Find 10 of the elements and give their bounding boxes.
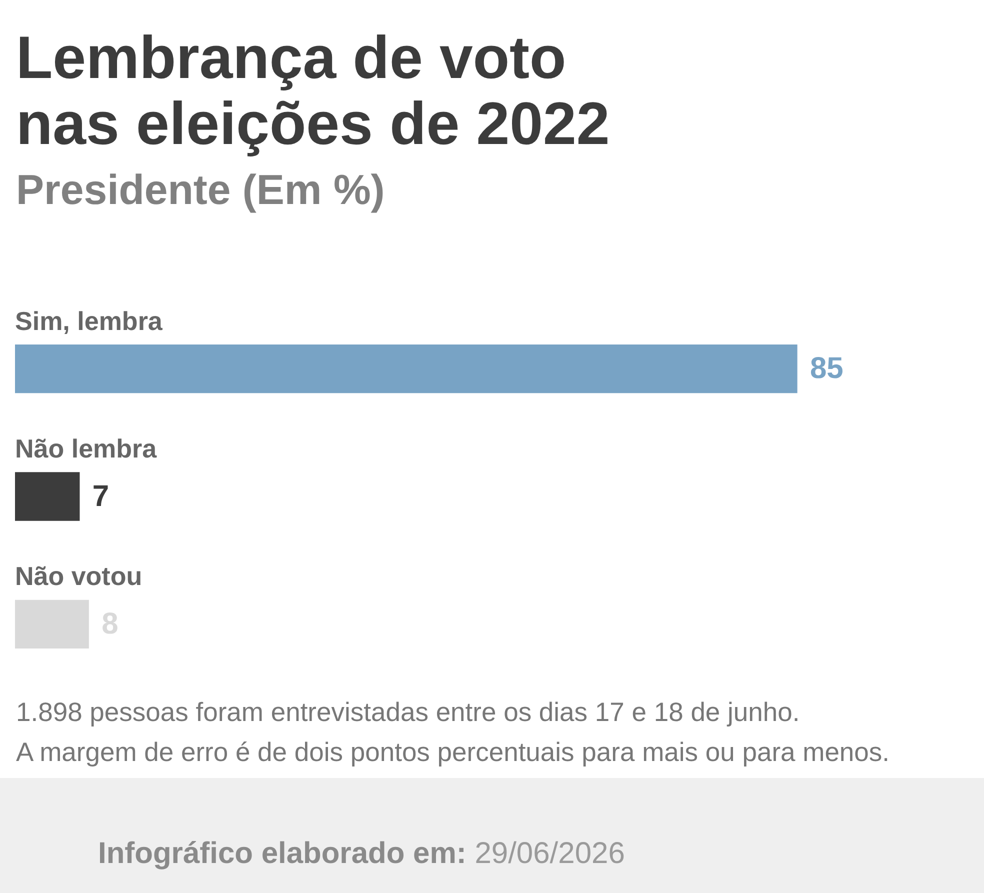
data-label: 7	[92, 480, 110, 513]
chart-subtitle: Presidente (Em %)	[16, 166, 385, 214]
y-tick-label: Não votou	[15, 561, 142, 592]
data-label: 85	[810, 352, 844, 386]
text: A margem de erro é de dois pontos percentuais para mais ou para menos.	[16, 736, 891, 769]
chart-title: Lembrança de voto nas eleições de 2022	[16, 24, 611, 157]
text: 1.898 pessoas foram entrevistadas entre os dias 17 e 18 de junho.	[16, 696, 801, 729]
text: Infográfico elaborado em: 29/06/2026	[98, 836, 625, 872]
y-tick-label: Não lembra	[15, 434, 158, 464]
y-tick-label: Sim, lembra	[15, 306, 163, 336]
